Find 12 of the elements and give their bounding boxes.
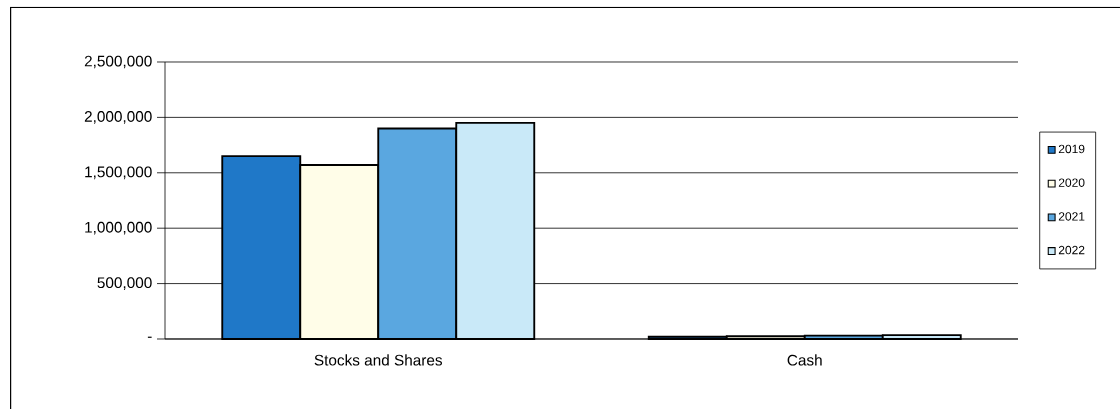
legend-label: 2019	[1058, 144, 1085, 154]
y-tick-label: 1,500,000	[85, 166, 152, 180]
x-tick-label: Cash	[787, 354, 822, 366]
legend-label: 2020	[1058, 178, 1085, 187]
y-tick-label: 2,000,000	[84, 111, 152, 124]
y-tick-label: 2,500,000	[84, 55, 152, 69]
legend-label: 2021	[1058, 212, 1085, 221]
x-tick-label: Stocks and Shares	[314, 354, 443, 366]
legend-label: 2022	[1058, 245, 1085, 255]
y-tick-label: 500,000	[97, 277, 152, 290]
y-tick-label: 1,000,000	[85, 221, 152, 235]
y-tick-label: -	[147, 336, 152, 338]
